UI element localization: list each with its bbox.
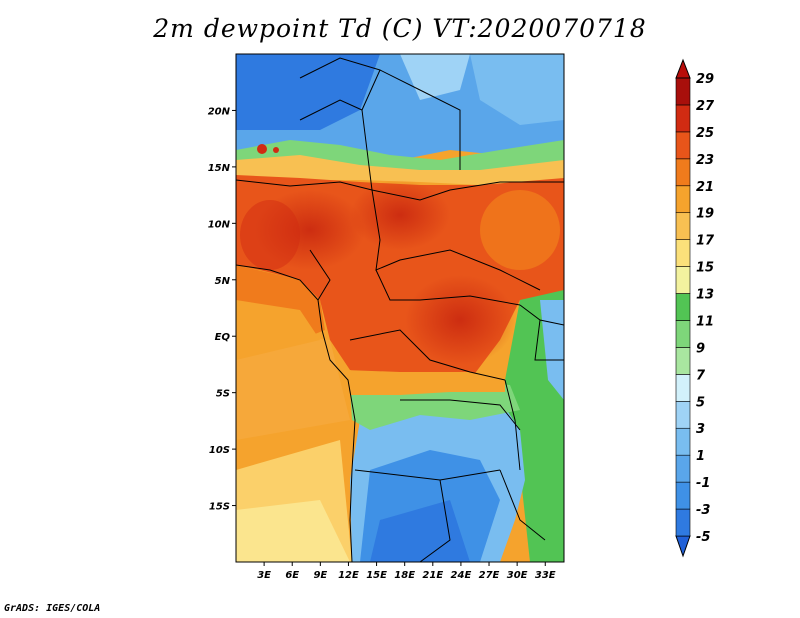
colorbar-segment	[675, 347, 691, 375]
colorbar-label: -1	[696, 476, 710, 491]
lon-tick-label: 24E	[451, 570, 472, 581]
colorbar-segment	[675, 77, 691, 106]
lon-tick-label: 21E	[422, 570, 443, 581]
map-borders	[236, 57, 564, 562]
dewpoint-field	[236, 54, 564, 562]
figure-title: 2m dewpoint Td (C) VT:2020070718	[153, 14, 647, 43]
colorbar-segment	[675, 266, 691, 294]
colorbar-label: 29	[696, 72, 714, 87]
lon-tick-label: 30E	[507, 570, 528, 581]
colorbar-label: 5	[696, 395, 705, 410]
colorbar-segment	[675, 104, 691, 133]
colorbar-segment	[675, 293, 691, 321]
colorbar-segment	[675, 212, 691, 240]
colorbar-min-arrow	[675, 535, 691, 558]
colorbar-label: 7	[696, 368, 706, 383]
colorbar-segment	[675, 185, 691, 214]
lat-tick-label: 10N	[208, 219, 231, 230]
lat-tick-label: 20N	[208, 106, 231, 117]
colorbar-label: 23	[696, 153, 714, 168]
colorbar-segment	[675, 508, 691, 537]
lon-tick-label: 6E	[285, 570, 299, 581]
colorbar-segment	[675, 454, 691, 483]
colorbar-segment	[675, 320, 691, 348]
colorbar-label: 3	[696, 422, 705, 437]
colorbar-segment	[675, 481, 691, 510]
lat-tick-label: EQ	[215, 332, 231, 343]
colorbar-segment	[675, 239, 691, 267]
colorbar-label: -5	[696, 530, 710, 545]
lat-tick-label: 15N	[208, 163, 231, 174]
lon-tick-label: 27E	[479, 570, 500, 581]
colorbar: 29 27 25 23 21 19 17 15 13 11 9 7 5 3 1 -1 -3 -5	[675, 58, 715, 558]
lon-tick-label: 33E	[535, 570, 556, 581]
colorbar-segment	[675, 374, 691, 402]
colorbar-segment	[675, 427, 691, 456]
colorbar-label: -3	[696, 503, 710, 518]
axis-ticks: 3E 6E 9E 12E 15E 18E 21E 24E 27E 30E 33E 20N 15N 10N 5…	[208, 106, 556, 581]
lon-tick-label: 9E	[313, 570, 327, 581]
lon-tick-label: 18E	[394, 570, 415, 581]
grads-credit: GrADS: IGES/COLA	[4, 603, 101, 614]
lat-tick-label: 15S	[209, 502, 230, 513]
colorbar-segment	[675, 158, 691, 187]
lon-tick-label: 15E	[366, 570, 387, 581]
lon-tick-label: 3E	[257, 570, 271, 581]
colorbar-label: 17	[696, 234, 715, 249]
colorbar-label: 21	[696, 180, 714, 195]
colorbar-label: 25	[696, 126, 714, 141]
colorbar-label: 11	[696, 314, 714, 329]
colorbar-label: 19	[696, 207, 714, 222]
colorbar-label: 27	[696, 99, 715, 114]
lat-tick-label: 10S	[209, 445, 230, 456]
colorbar-label: 1	[696, 449, 705, 464]
lat-tick-label: 5S	[216, 389, 230, 400]
lat-tick-label: 5N	[215, 276, 231, 287]
colorbar-label: 13	[696, 288, 714, 303]
colorbar-label: 15	[696, 261, 714, 276]
colorbar-max-arrow	[675, 58, 691, 79]
map-frame	[235, 53, 565, 563]
colorbar-label: 9	[696, 341, 705, 356]
colorbar-segment	[675, 400, 691, 429]
lon-tick-label: 12E	[338, 570, 359, 581]
colorbar-segment	[675, 131, 691, 160]
